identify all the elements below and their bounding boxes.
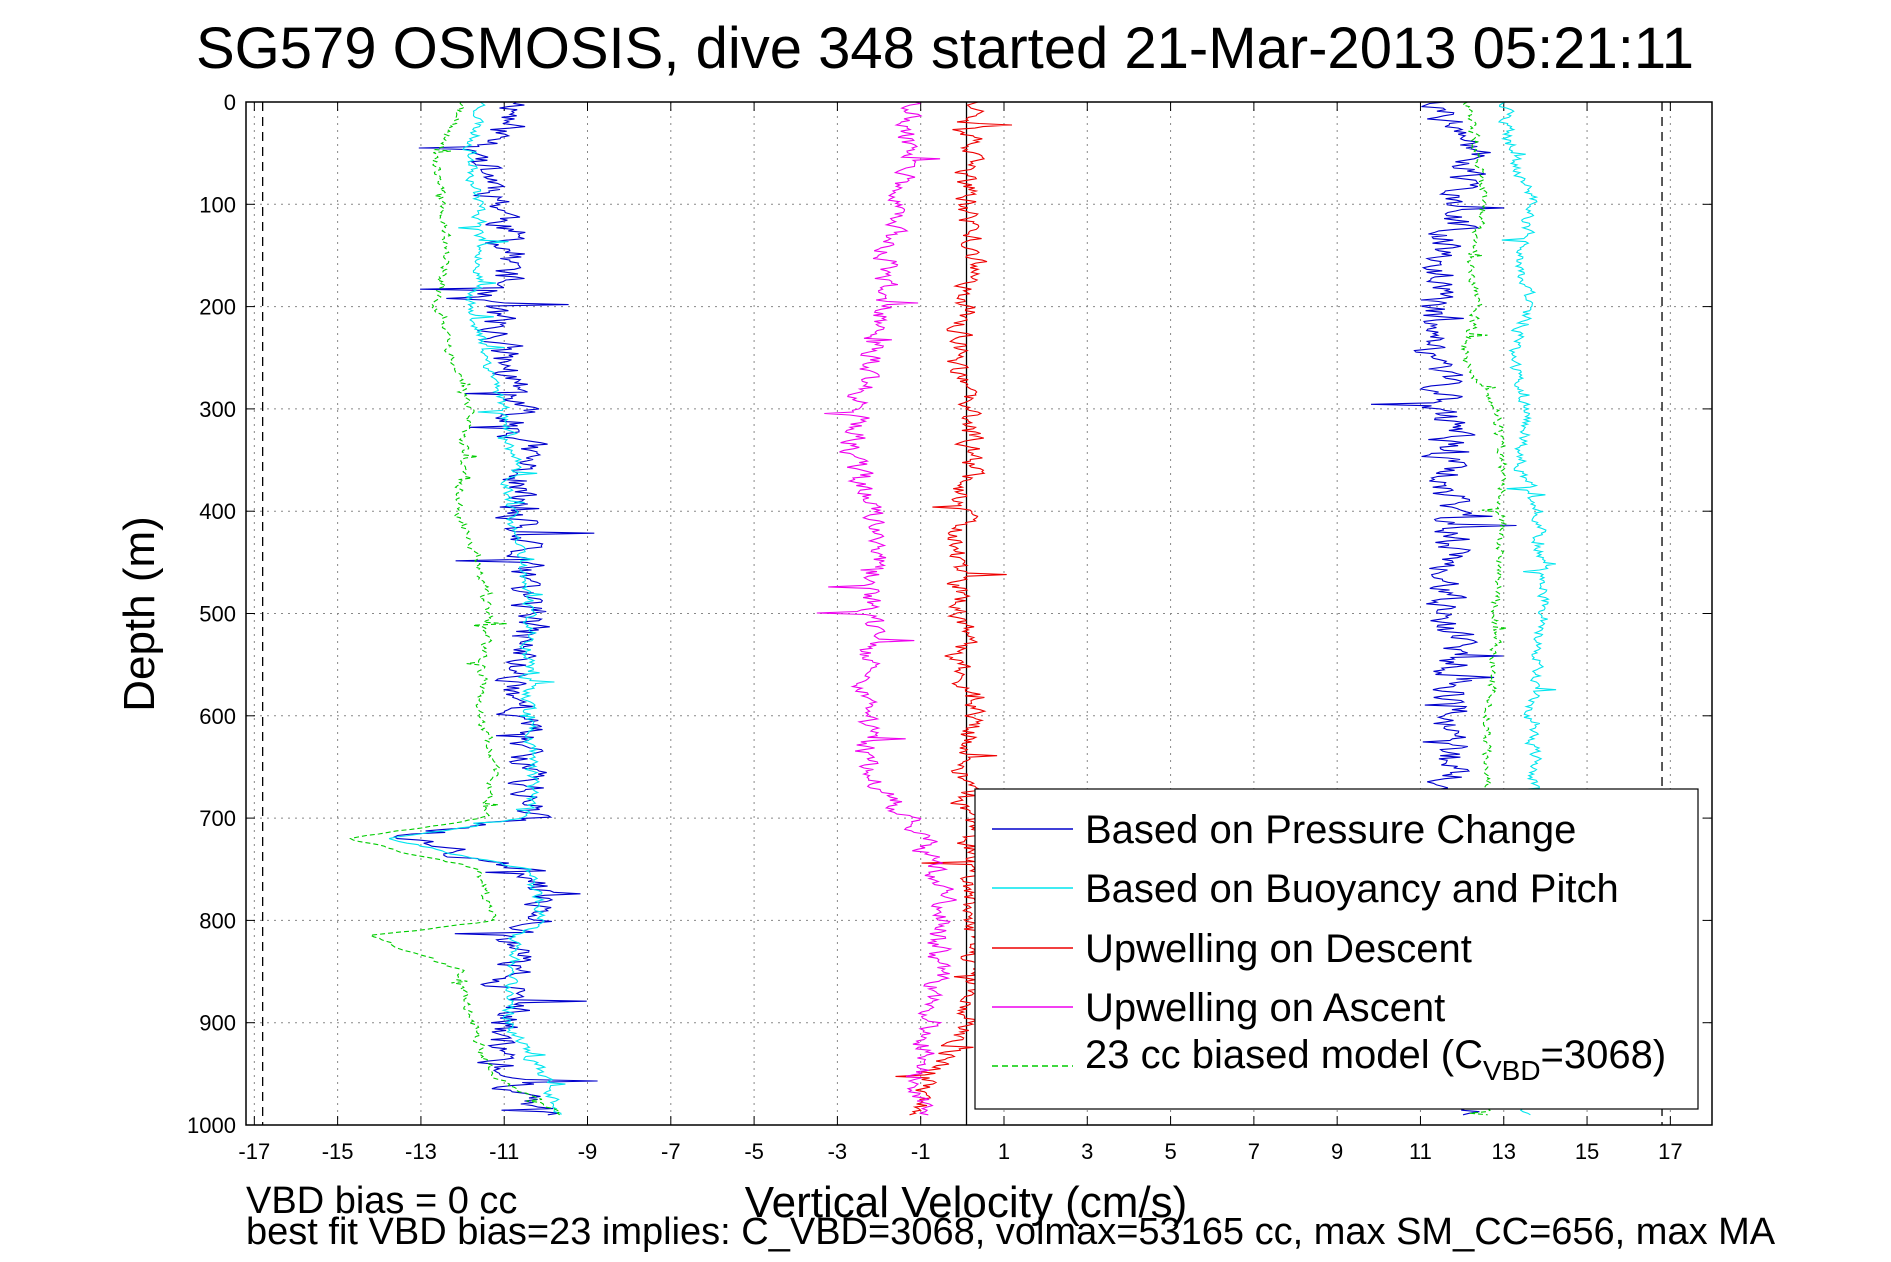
x-tick-label: -3 [828,1139,848,1164]
footer-vbd-bias: VBD bias = 0 cc [246,1180,517,1222]
legend-label-descent: Upwelling on Descent [1085,927,1472,971]
x-tick-labels: -17 -15 -13 -11 -9 -7 -5 -3 -1 1 3 5 7 9 11 13 15 17 [238,1139,1682,1164]
series-line-1-descent [393,102,598,1116]
legend-label-model-post: =3068) [1541,1033,1667,1077]
x-tick-label: 15 [1575,1139,1599,1164]
x-tick-label: -5 [744,1139,764,1164]
y-tick-label: 500 [199,602,236,627]
y-tick-label: 900 [199,1011,236,1036]
x-tick-label: 11 [1409,1139,1432,1164]
y-tick-label: 700 [199,806,236,831]
y-tick-label: 1000 [187,1113,236,1138]
x-tick-label: 7 [1248,1139,1260,1164]
x-tick-label: 5 [1164,1139,1176,1164]
plot-frame [245,101,1713,1126]
x-tick-label: -1 [911,1139,931,1164]
x-tick-label: -9 [578,1139,598,1164]
legend: Based on Pressure Change Based on Buoyan… [974,788,1699,1110]
series-line-4-ascent [816,102,957,1116]
grid [246,101,1712,1126]
x-tick-label: -17 [238,1139,270,1164]
x-tick-label: -7 [661,1139,681,1164]
series-line-2-descent [388,102,566,1115]
legend-label-buoyancy: Based on Buoyancy and Pitch [1085,867,1619,911]
x-tick-label: -11 [489,1139,519,1164]
legend-label-model-sub: VBD [1483,1055,1541,1086]
x-axis-label: Vertical Velocity (cm/s) [745,1178,1188,1227]
y-tick-label: 800 [199,908,236,933]
y-tick-label: 200 [199,295,236,320]
chart-title: SG579 OSMOSIS, dive 348 started 21-Mar-2… [196,16,1694,81]
footer-best-fit: best fit VBD bias=23 implies: C_VBD=3068… [246,1211,1776,1253]
legend-label-model-pre: 23 cc biased model (C [1085,1033,1483,1077]
x-tick-label: -13 [405,1139,437,1164]
series-line-3-descent [895,102,1013,1116]
x-tick-label: 17 [1658,1139,1682,1164]
y-axis-label: Depth (m) [115,516,164,712]
legend-label-pressure: Based on Pressure Change [1085,808,1576,852]
x-tick-label: 1 [998,1139,1010,1164]
x-tick-label: 9 [1331,1139,1343,1164]
x-tick-label: 13 [1492,1139,1516,1164]
x-tick-label: 3 [1081,1139,1093,1164]
series-line-5-descent [349,102,562,1116]
legend-label-ascent: Upwelling on Ascent [1085,986,1445,1030]
legend-label-model: 23 cc biased model (CVBD=3068) [1085,1033,1666,1086]
y-tick-label: 600 [199,704,236,729]
y-tick-label: 400 [199,499,236,524]
y-tick-labels: 0 100 200 300 400 500 600 700 800 900 1000 [187,90,236,1138]
y-tick-label: 300 [199,397,236,422]
reference-lines [262,102,1663,1125]
x-tick-label: -15 [322,1139,354,1164]
y-tick-label: 0 [224,90,236,115]
y-tick-label: 100 [199,192,236,217]
legend-box [974,788,1699,1110]
